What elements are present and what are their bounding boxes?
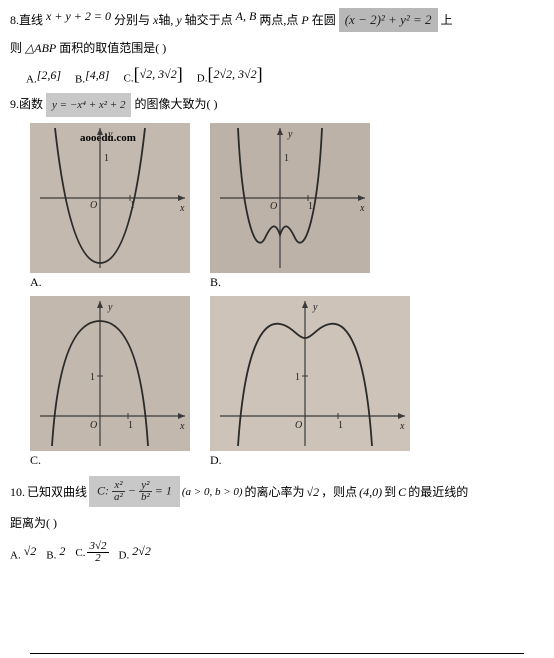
q8-optA: A.[2,6] — [26, 68, 61, 85]
q10-opts: A. √2 B. 2 C. 3√22 D. 2√2 — [10, 541, 544, 564]
q8-l2a: 则 — [10, 41, 22, 55]
q10-t2: (a > 0, b > 0) — [182, 482, 243, 502]
q9-lblD: D. — [210, 453, 410, 468]
svg-text:x: x — [399, 421, 405, 432]
svg-text:O: O — [270, 201, 277, 212]
q8-num: 8. — [10, 13, 19, 27]
q8-t1: 直线 — [19, 13, 43, 27]
q9-graphD-wrap: O 1 x y 1 D. — [210, 296, 410, 468]
svg-text:1: 1 — [104, 153, 109, 164]
q9-graphB-wrap: O 1 x y 1 B. — [210, 123, 370, 290]
q8-circle: (x − 2)² + y² = 2 — [339, 8, 438, 32]
q10-t6: 的最近线的 — [408, 482, 468, 502]
q8-line1: 8.直线 x + y + 2 = 0 分别与 x轴, y 轴交于点 A, B 两… — [10, 6, 544, 32]
q9-lblB: B. — [210, 275, 370, 290]
svg-text:x: x — [179, 421, 185, 432]
q10-optB: B. 2 — [46, 544, 65, 561]
q10-t1: 已知双曲线 — [27, 482, 87, 502]
svg-text:x: x — [179, 203, 185, 214]
svg-text:y: y — [107, 302, 113, 313]
q10-optC: C. 3√22 — [75, 541, 108, 564]
q9-row2: O 1 x y 1 C. O 1 x y 1 D. — [30, 296, 544, 468]
q9-graphA: aooedu.com O 1 x y 1 — [30, 123, 190, 273]
q9-graphD: O 1 x y 1 — [210, 296, 410, 451]
q10-optA: A. √2 — [10, 544, 36, 561]
q9-row1: aooedu.com O 1 x y 1 A. O 1 x y — [30, 123, 544, 290]
q10-sqrt2: √2 — [307, 482, 320, 502]
q8-pts: A, B — [236, 9, 257, 23]
q8-optD: D.[[2√2, 3√2]2√2, 3√2] — [197, 64, 263, 85]
q10-line1: 10.已知双曲线 C: x²a² − y²b² = 1 (a > 0, b > … — [10, 476, 544, 507]
q8-t5: y — [176, 13, 181, 27]
q8-optC: C.[[√2, 3√2]√2, 3√2] — [123, 64, 182, 85]
q8-t9: 上 — [441, 13, 453, 27]
q10-curve-eq: C: x²a² − y²b² = 1 — [89, 476, 180, 507]
q10-C: C — [398, 482, 406, 502]
svg-text:1: 1 — [90, 372, 95, 383]
footer-rule — [30, 653, 524, 654]
q8-eq1: x + y + 2 = 0 — [46, 9, 111, 23]
q10-optD: D. 2√2 — [119, 544, 151, 561]
q9-lblA: A. — [30, 275, 190, 290]
q9-num: 9. — [10, 97, 19, 111]
q10-t3: 的离心率为 — [245, 482, 305, 502]
q8-t4: 轴, — [158, 13, 173, 27]
q9-graphB: O 1 x y 1 — [210, 123, 370, 273]
q8-t2: 分别与 — [114, 13, 150, 27]
q10-num: 10. — [10, 482, 25, 502]
q9-t2: 的图像大致为( ) — [134, 97, 217, 111]
q9-graphC-wrap: O 1 x y 1 C. — [30, 296, 190, 468]
svg-text:y: y — [107, 129, 113, 140]
q10-line2: 距离为( ) — [10, 513, 544, 533]
svg-text:O: O — [295, 420, 302, 431]
q9-fn: y = −x⁴ + x² + 2 — [46, 93, 131, 117]
q8-tri: △ABP — [25, 41, 56, 55]
svg-text:y: y — [287, 129, 293, 140]
q9-graphC: O 1 x y 1 — [30, 296, 190, 451]
q9-lblC: C. — [30, 453, 190, 468]
svg-text:O: O — [90, 200, 97, 211]
q8-t7: 两点,点 — [259, 13, 298, 27]
svg-text:1: 1 — [284, 153, 289, 164]
svg-text:x: x — [359, 203, 365, 214]
q9-graphA-wrap: aooedu.com O 1 x y 1 A. — [30, 123, 190, 290]
q9-t1: 函数 — [19, 97, 43, 111]
q8-t8: 在圆 — [312, 13, 336, 27]
svg-text:1: 1 — [338, 420, 343, 431]
q10-t5: 到 — [384, 482, 396, 502]
q8-l2b: 面积的取值范围是( ) — [59, 41, 166, 55]
q8-optB: B.[4,8] — [75, 68, 109, 85]
q8-opts: A.[2,6] B.[4,8] C.[[√2, 3√2]√2, 3√2] D.[… — [26, 64, 544, 85]
svg-text:O: O — [90, 420, 97, 431]
svg-text:1: 1 — [295, 372, 300, 383]
q10-t4: ，则点 — [321, 482, 357, 502]
q8-P: P — [301, 13, 308, 27]
q10-pt: (4,0) — [359, 482, 382, 502]
q8-line2: 则 △ABP 面积的取值范围是( ) — [10, 38, 544, 58]
q8-t6: 轴交于点 — [185, 13, 233, 27]
svg-text:1: 1 — [128, 420, 133, 431]
svg-text:y: y — [312, 302, 318, 313]
q9-line: 9.函数 y = −x⁴ + x² + 2 的图像大致为( ) — [10, 93, 544, 117]
